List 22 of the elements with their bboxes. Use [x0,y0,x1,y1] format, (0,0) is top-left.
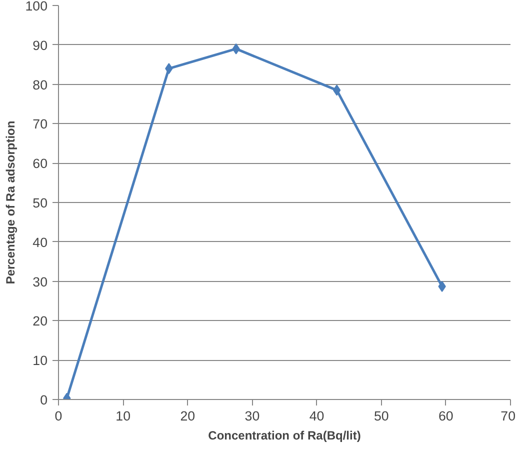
x-tick-label: 20 [180,408,196,424]
x-tick-label: 40 [309,408,324,424]
y-tick-label: 90 [32,38,48,53]
y-tick-label: 10 [32,353,48,368]
y-tick-label: 40 [32,234,48,250]
y-tick-label: 70 [32,116,48,132]
x-tick-label: 60 [438,408,454,424]
point [332,84,341,96]
y-tick-label: 80 [32,77,48,92]
y-tick-label: 60 [32,156,48,172]
y-tick-label: 100 [25,0,48,14]
x-tick-label: 30 [244,408,260,424]
x-tick-label: 0 [54,408,62,424]
y-axis-title: Percentage of Ra adsorption [3,120,18,284]
y-tick-label: 0 [40,392,48,408]
y-tick-label: 20 [32,314,48,329]
x-axis-title: Concentration of Ra(Bq/lit) [208,428,361,442]
x-tick-label: 10 [116,408,130,424]
y-tick-label: 30 [32,274,48,290]
x-tick-label: 50 [374,408,389,424]
x-tick-label: 70 [500,408,516,424]
y-tick-label: 50 [32,196,48,210]
